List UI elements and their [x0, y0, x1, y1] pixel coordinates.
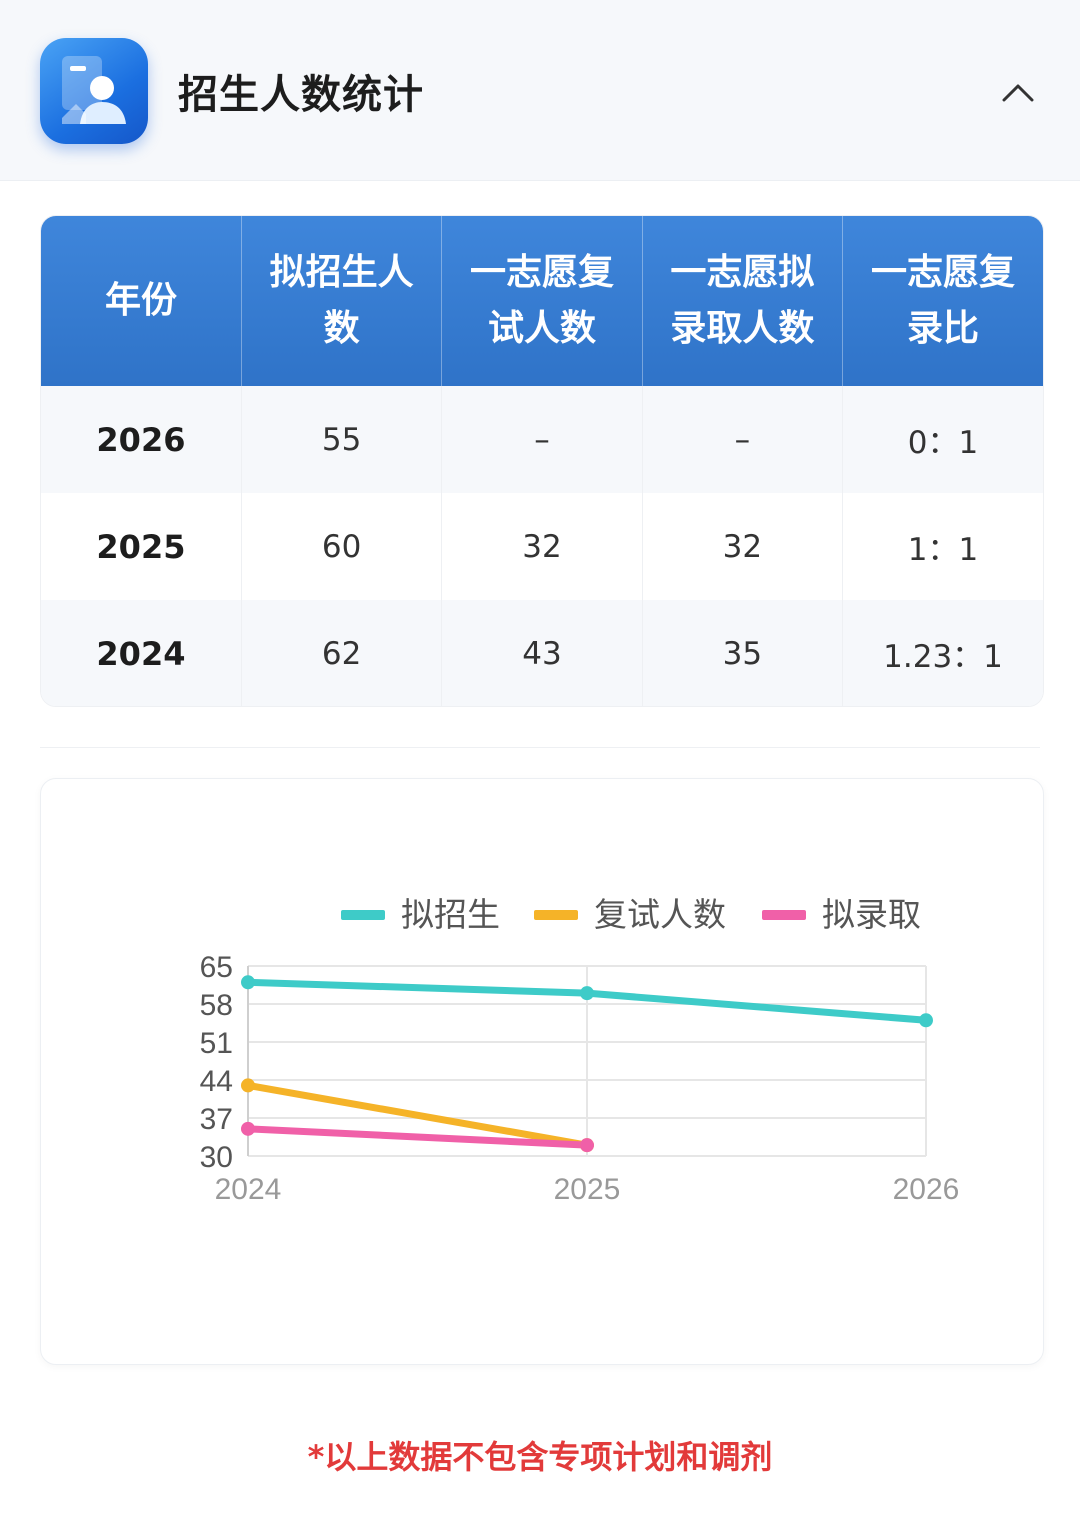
x-axis-ticks: 2024 2025 2026: [215, 1173, 960, 1206]
legend-label: 拟招生: [401, 895, 500, 934]
cell-ratio: 0：1: [842, 386, 1043, 493]
chart-legend: 拟招生 复试人数 拟录取: [341, 895, 921, 934]
y-tick-label: 30: [200, 1141, 233, 1174]
page-title: 招生人数统计: [178, 72, 424, 118]
cell-year: 2025: [41, 493, 242, 600]
col-header-admitted: 一志愿拟 录取人数: [642, 216, 844, 386]
col-header-year: 年份: [41, 216, 242, 386]
table-header-row: 年份 拟招生人数 一志愿复 试人数 一志愿拟 录取人数 一志愿复 录比: [41, 216, 1043, 386]
cell-year: 2026: [41, 386, 242, 493]
col-header-planned: 拟招生人数: [241, 216, 443, 386]
chevron-up-icon: [1002, 84, 1034, 102]
y-tick-label: 65: [200, 951, 233, 984]
x-tick-label: 2025: [554, 1173, 621, 1206]
line-chart: 拟招生 复试人数 拟录取 30 37 44 51 58 65 2024 2025 2026: [200, 895, 960, 1206]
cell-retest: 43: [441, 600, 643, 706]
chart-points: [241, 975, 933, 1153]
table-row: 2024 62 43 35 1.23：1: [41, 600, 1043, 706]
admission-table: 年份 拟招生人数 一志愿复 试人数 一志愿拟 录取人数 一志愿复 录比 2026 55…: [40, 215, 1044, 707]
data-point: [241, 1078, 255, 1093]
collapse-button[interactable]: [992, 66, 1044, 118]
x-tick-label: 2024: [215, 1173, 282, 1206]
chart-grid: [247, 965, 927, 1157]
cell-planned: 55: [241, 386, 443, 493]
cell-planned: 60: [241, 493, 443, 600]
admission-stats-icon: [40, 38, 148, 144]
cell-ratio: 1：1: [842, 493, 1043, 600]
section-divider: [40, 747, 1040, 748]
cell-year: 2024: [41, 600, 242, 706]
data-point: [241, 1121, 255, 1136]
data-point: [580, 986, 594, 1001]
series-line: [244, 1125, 591, 1149]
col-header-ratio: 一志愿复 录比: [842, 216, 1043, 386]
x-tick-label: 2026: [893, 1173, 960, 1206]
data-point: [241, 975, 255, 990]
y-axis-ticks: 30 37 44 51 58 65: [200, 951, 233, 1174]
footnote: *以上数据不包含专项计划和调剂: [307, 1438, 773, 1476]
cell-admitted: 32: [642, 493, 844, 600]
page-header: 招生人数统计: [0, 0, 1080, 181]
col-header-retest: 一志愿复 试人数: [441, 216, 643, 386]
chart-card: 拟招生 复试人数 拟录取 30 37 44 51 58 65 2024 2025 2026: [40, 778, 1044, 1365]
table-row: 2026 55 – – 0：1: [41, 386, 1043, 493]
cell-planned: 62: [241, 600, 443, 706]
legend-label: 拟录取: [822, 895, 921, 934]
y-tick-label: 58: [200, 989, 233, 1022]
legend-label: 复试人数: [594, 895, 726, 934]
cell-admitted: 35: [642, 600, 844, 706]
y-tick-label: 44: [200, 1065, 233, 1098]
data-point: [580, 1138, 594, 1153]
cell-retest: 32: [441, 493, 643, 600]
y-tick-label: 51: [200, 1027, 233, 1060]
data-point: [919, 1013, 933, 1028]
cell-admitted: –: [642, 386, 844, 493]
y-tick-label: 37: [200, 1103, 233, 1136]
legend-swatch: [762, 910, 806, 920]
table-row: 2025 60 32 32 1：1: [41, 493, 1043, 600]
legend-swatch: [534, 910, 578, 920]
cell-retest: –: [441, 386, 643, 493]
legend-swatch: [341, 910, 385, 920]
series-line: [244, 1081, 591, 1149]
cell-ratio: 1.23：1: [842, 600, 1043, 706]
